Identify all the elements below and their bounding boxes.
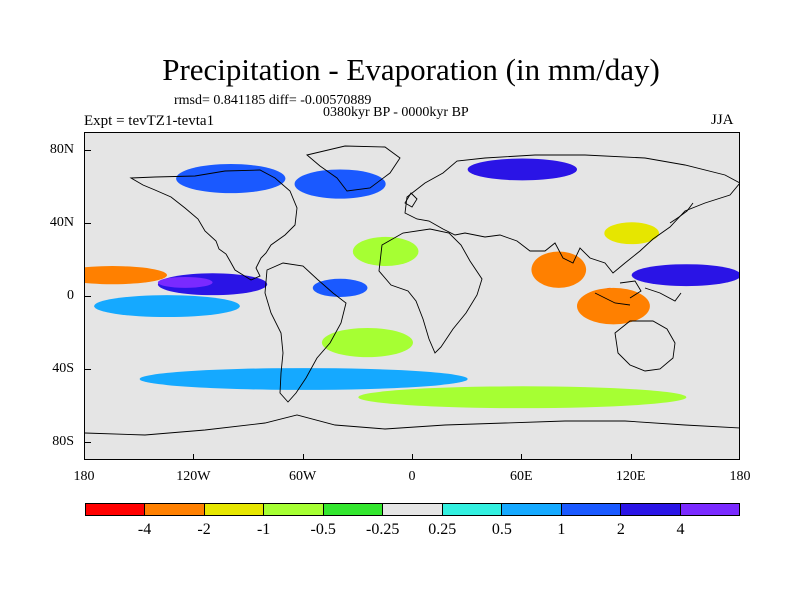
colorbar-label: -1 bbox=[256, 521, 271, 538]
colorbar-label: 2 bbox=[616, 521, 625, 538]
lon-label: 120E bbox=[615, 469, 646, 484]
colorbar-segment bbox=[621, 504, 681, 515]
south-atlantic-dry bbox=[321, 327, 413, 358]
lon-label: 180 bbox=[73, 469, 95, 484]
colorbar-segment bbox=[680, 504, 739, 515]
lon-tick bbox=[521, 454, 523, 460]
southern-ocean-wet-band bbox=[139, 368, 468, 390]
southern-ocean-dry-band bbox=[358, 386, 687, 409]
antarctica-coast bbox=[85, 414, 739, 436]
colorbar-label: 0.5 bbox=[491, 521, 512, 538]
northern-europe-wet bbox=[294, 169, 386, 199]
indonesia-coast bbox=[594, 280, 682, 306]
lat-label: 0 bbox=[67, 288, 74, 303]
lat-tick bbox=[84, 223, 91, 225]
colorbar-segment bbox=[204, 504, 265, 515]
west-pacific-wet-band bbox=[631, 264, 739, 287]
colorbar-label: -4 bbox=[137, 521, 152, 538]
season-label: JJA bbox=[711, 112, 734, 128]
colorbar-label: -0.5 bbox=[310, 521, 336, 538]
colorbar-label: 0.25 bbox=[428, 521, 457, 538]
north-america-coast bbox=[129, 169, 298, 281]
chart-title: Precipitation - Evaporation (in mm/day) bbox=[162, 52, 660, 87]
lat-label: 40N bbox=[49, 215, 74, 231]
colorbar bbox=[85, 503, 740, 516]
siberia-wet-band bbox=[467, 158, 577, 181]
australia-coast bbox=[614, 320, 676, 372]
south-pacific-wet-band bbox=[94, 295, 240, 318]
colorbar-label: -0.25 bbox=[366, 521, 400, 538]
lon-label: 120W bbox=[176, 469, 211, 484]
maritime-continent-dry bbox=[577, 287, 650, 325]
map-svg bbox=[85, 133, 739, 459]
japan-coast bbox=[669, 202, 694, 224]
north-america-wet bbox=[176, 163, 286, 194]
lon-label: 60W bbox=[289, 469, 317, 484]
period-text: 0380kyr BP - 0000kyr BP bbox=[323, 105, 469, 120]
colorbar-segment bbox=[383, 504, 443, 515]
africa-coast bbox=[378, 228, 483, 354]
lon-label: 180 bbox=[729, 469, 751, 484]
lat-tick bbox=[84, 441, 91, 443]
lat-label: 40S bbox=[52, 360, 74, 376]
colorbar-label: 4 bbox=[676, 521, 685, 538]
colorbar-segment bbox=[86, 504, 146, 515]
lat-tick bbox=[84, 368, 91, 370]
lon-tick bbox=[84, 454, 85, 460]
lon-tick bbox=[193, 454, 195, 460]
lat-tick bbox=[84, 150, 91, 152]
lon-tick bbox=[630, 454, 632, 460]
lon-label: 60E bbox=[510, 469, 533, 484]
colorbar-segment bbox=[323, 504, 384, 515]
experiment-label: Expt = tevTZ1-tevta1 bbox=[84, 113, 215, 129]
colorbar-segment bbox=[561, 504, 622, 515]
lat-tick bbox=[84, 296, 91, 297]
stats-text: rmsd= 0.841185 diff= -0.00570889 bbox=[174, 93, 372, 108]
lon-tick bbox=[302, 454, 304, 460]
coastlines bbox=[85, 145, 739, 436]
lon-tick bbox=[739, 454, 740, 460]
north-atlantic-dry-band bbox=[352, 236, 419, 267]
anomaly-layer bbox=[85, 158, 739, 409]
colorbar-label: 1 bbox=[557, 521, 566, 538]
south-america-coast bbox=[264, 262, 347, 403]
lon-label: 0 bbox=[408, 469, 416, 484]
lon-tick bbox=[412, 454, 413, 460]
greenland-coast bbox=[306, 145, 401, 192]
colorbar-segment bbox=[145, 504, 205, 515]
lat-label: 80S bbox=[52, 433, 74, 449]
central-pacific-wet-core bbox=[157, 276, 213, 288]
tropical-atlantic-wet bbox=[312, 278, 368, 297]
map-panel bbox=[84, 132, 740, 460]
east-asia-dry bbox=[604, 222, 660, 245]
north-pacific-itcz-dry-band bbox=[85, 266, 167, 285]
colorbar-label: -2 bbox=[197, 521, 211, 538]
british-isles-coast bbox=[404, 192, 418, 208]
colorbar-segment bbox=[264, 504, 324, 515]
colorbar-segment bbox=[442, 504, 503, 515]
eurasia-coast bbox=[404, 154, 739, 274]
bay-of-bengal-dry bbox=[531, 251, 587, 288]
colorbar-segment bbox=[502, 504, 562, 515]
lat-label: 80N bbox=[49, 142, 74, 158]
